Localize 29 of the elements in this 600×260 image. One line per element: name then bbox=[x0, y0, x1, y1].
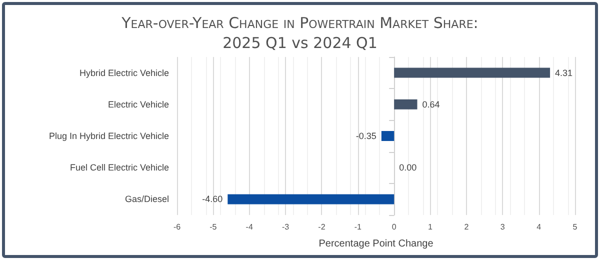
y-tick-label: Plug In Hybrid Electric Vehicle bbox=[48, 131, 169, 141]
x-tick-label: -2 bbox=[318, 222, 326, 232]
bar bbox=[381, 131, 394, 141]
bar bbox=[394, 68, 550, 78]
x-tick-label: 1 bbox=[428, 222, 434, 232]
chart-subtitle: 2025 Q1 vs 2024 Q1 bbox=[222, 33, 378, 53]
x-tick-label: -4 bbox=[246, 222, 254, 232]
data-label: 0.64 bbox=[422, 99, 440, 110]
x-tick-label: -3 bbox=[282, 222, 290, 232]
bar bbox=[228, 194, 394, 204]
x-tick-label: 3 bbox=[500, 222, 506, 232]
y-tick-label: Electric Vehicle bbox=[108, 99, 169, 110]
x-tick-label: -6 bbox=[173, 222, 182, 232]
y-tick-label: Hybrid Electric Vehicle bbox=[79, 68, 169, 78]
x-tick-label: 2 bbox=[464, 222, 470, 232]
x-tick-label: -5 bbox=[210, 222, 218, 232]
data-label: 0.00 bbox=[399, 162, 417, 173]
x-tick-label: -1 bbox=[354, 222, 362, 232]
data-label: -0.35 bbox=[356, 131, 376, 141]
chart-title: Year-over-Year Change in Powertrain Market Share: bbox=[120, 13, 480, 33]
bar bbox=[394, 99, 418, 110]
y-tick-label: Gas/Diesel bbox=[124, 194, 169, 204]
y-tick-label: Fuel Cell Electric Vehicle bbox=[70, 162, 169, 173]
x-axis-title: Percentage Point Change bbox=[318, 238, 434, 250]
data-label: 4.31 bbox=[555, 68, 573, 78]
data-label: -4.60 bbox=[202, 194, 223, 204]
x-tick-label: 0 bbox=[392, 222, 397, 232]
x-tick-label: 4 bbox=[536, 222, 542, 232]
x-tick-label: 5 bbox=[572, 222, 578, 232]
